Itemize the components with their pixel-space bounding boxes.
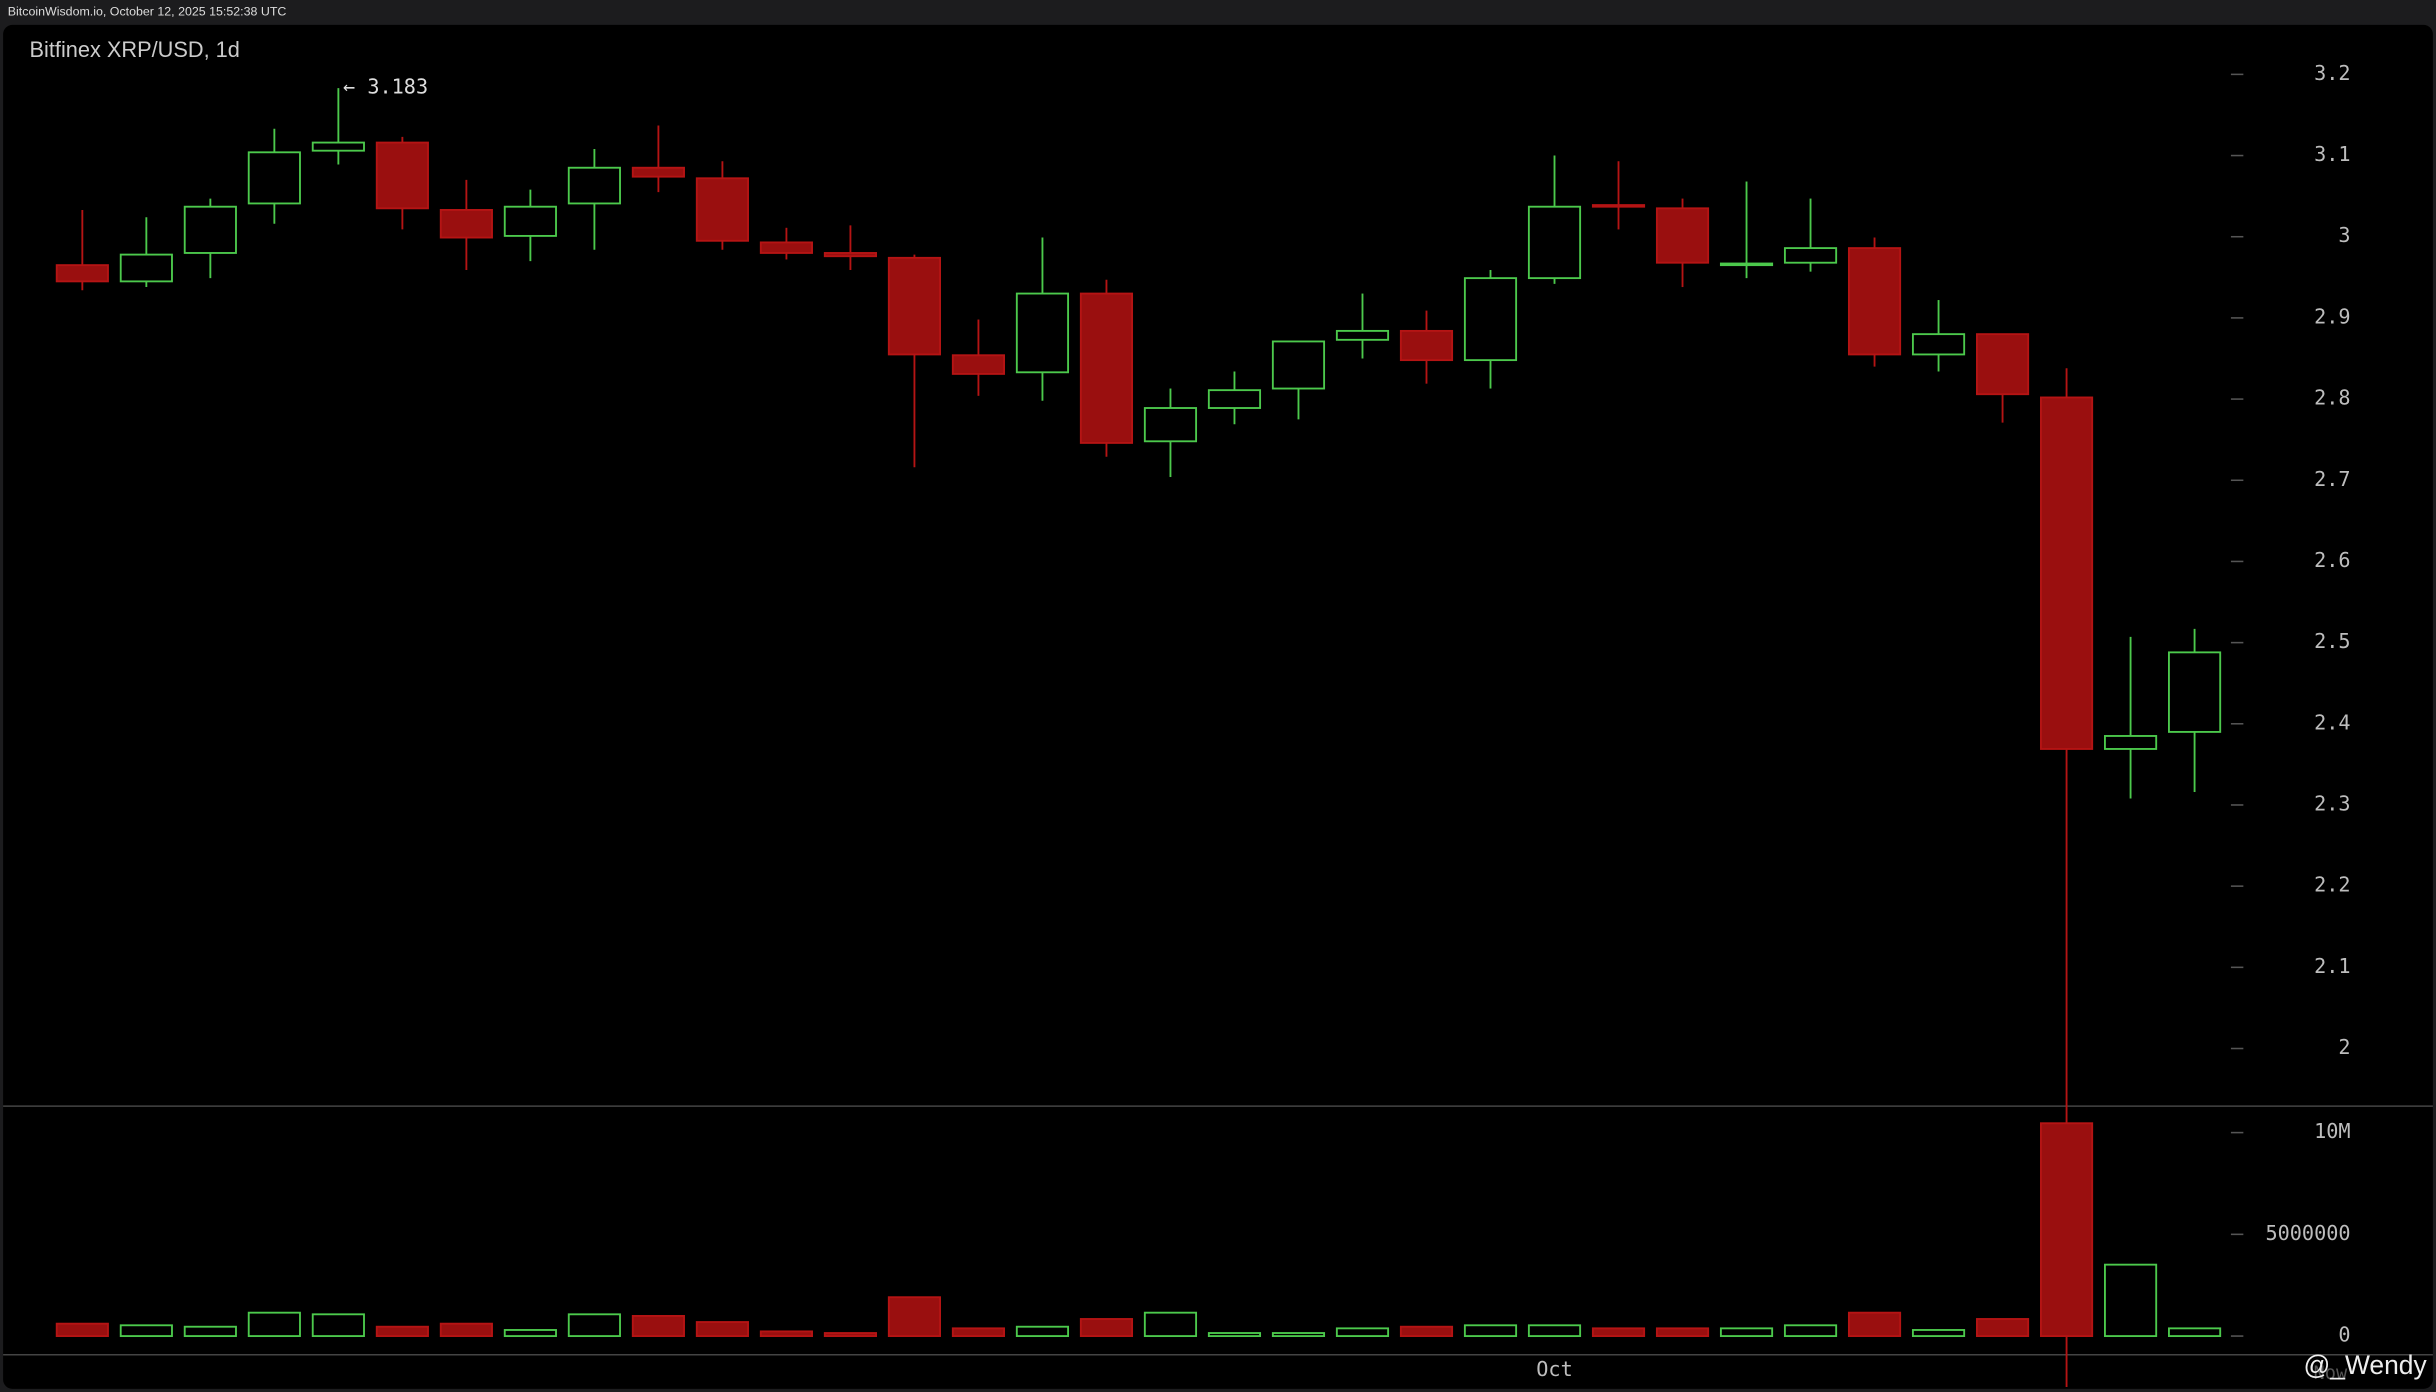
candle-body: [1271, 340, 1326, 390]
volume-bar: [1527, 1324, 1582, 1338]
candle-body: [183, 205, 237, 254]
candle-body: [1399, 329, 1454, 362]
candle-body: [695, 177, 749, 242]
volume-bar: [631, 1314, 685, 1338]
candle-body: [1847, 247, 1902, 356]
y-tick-label: 3.1: [2314, 142, 2350, 166]
candle-body: [1079, 292, 1134, 444]
watermark: @_Wendy: [2303, 1350, 2427, 1380]
volume-tick-label: 0: [2338, 1323, 2350, 1347]
candle-body: [631, 166, 685, 178]
volume-bar: [375, 1325, 429, 1338]
candle-body: [1335, 329, 1390, 341]
candle-body: [375, 141, 429, 210]
candle-body: [55, 264, 109, 283]
y-tick-label: 2.4: [2314, 710, 2350, 734]
candle-body: [2104, 735, 2158, 750]
y-tick-label: 2.9: [2314, 304, 2350, 328]
candle-body: [2039, 396, 2094, 750]
candle-body: [887, 256, 941, 356]
candle-body: [951, 354, 1006, 375]
volume-bar: [503, 1329, 557, 1338]
marks: 2 2.1 2.2 2.3 2.4 2.5 2.6 2.7 2.8 2.9 3 3.1 3.2 0 5000…: [55, 61, 2427, 1388]
volume-bar: [2039, 1122, 2094, 1338]
candle-body: [247, 151, 301, 205]
candle-body: [823, 252, 877, 258]
volume-bar: [1207, 1332, 1262, 1338]
volume-bar: [759, 1330, 813, 1338]
volume-bar: [887, 1296, 941, 1338]
candle-body: [759, 241, 813, 254]
candle-body: [503, 205, 557, 237]
candle-body: [1591, 204, 1646, 208]
volume-bar: [2168, 1327, 2222, 1338]
y-tick-label: 2.2: [2314, 873, 2350, 897]
volume-bar: [1143, 1311, 1198, 1338]
volume-bar: [1335, 1327, 1390, 1338]
volume-bar: [311, 1313, 365, 1338]
candle-body: [1463, 277, 1518, 362]
volume-bar: [247, 1311, 301, 1338]
plot-area: [3, 24, 2433, 1389]
volume-bar: [823, 1332, 877, 1338]
volume-tick-label: 10M: [2314, 1119, 2350, 1143]
candle-body: [1975, 333, 2030, 396]
candle-body: [1527, 205, 1582, 280]
candle-body: [1143, 407, 1198, 443]
y-tick-label: 2.1: [2314, 954, 2350, 978]
y-tick-label: 2.6: [2314, 548, 2350, 572]
volume-bar: [1655, 1327, 1710, 1338]
y-tick-label: 2.3: [2314, 791, 2350, 815]
volume-bar: [1911, 1329, 1966, 1338]
chart-title: Bitfinex XRP/USD, 1d: [30, 37, 240, 62]
volume-bar: [119, 1324, 173, 1338]
candle-body: [1911, 333, 1966, 356]
volume-bar: [1463, 1324, 1518, 1338]
y-tick-label: 2.7: [2314, 467, 2350, 491]
candle-body: [1655, 207, 1710, 264]
candle-body: [311, 141, 365, 152]
volume-bar: [695, 1321, 749, 1338]
volume-bar: [951, 1327, 1006, 1338]
volume-bar: [1079, 1318, 1134, 1338]
volume-bar: [1975, 1318, 2030, 1338]
candle-body: [2168, 651, 2222, 733]
volume-bar: [1015, 1325, 1070, 1338]
candle-body: [1719, 262, 1774, 267]
candle-body: [1207, 389, 1262, 409]
header: BitcoinWisdom.io, October 12, 2025 15:52…: [8, 5, 287, 19]
y-tick-label: 3.2: [2314, 61, 2350, 85]
volume-bar: [2104, 1263, 2158, 1338]
volume-bar: [1847, 1311, 1902, 1338]
volume-bar: [567, 1313, 621, 1338]
candle-body: [119, 253, 173, 283]
volume-tick-label: 5000000: [2265, 1221, 2350, 1245]
volume-bar: [183, 1325, 237, 1338]
candle-body: [567, 166, 621, 205]
volume-bar: [1591, 1327, 1646, 1338]
volume-bar: [1399, 1325, 1454, 1338]
volume-bar: [1271, 1332, 1326, 1338]
y-tick-label: 3: [2338, 223, 2350, 247]
x-tick-label: Oct: [1536, 1357, 1572, 1381]
y-tick-label: 2: [2338, 1035, 2350, 1059]
candle-body: [1015, 292, 1070, 374]
volume-bar: [1719, 1327, 1774, 1338]
volume-bar: [439, 1322, 493, 1338]
volume-bar: [1783, 1324, 1838, 1338]
y-tick-label: 2.8: [2314, 386, 2350, 410]
volume-bar: [55, 1322, 109, 1338]
x-end-label: Now: [2314, 1363, 2348, 1384]
y-tick-label: 2.5: [2314, 629, 2350, 653]
max-annotation: ← 3.183: [343, 75, 428, 99]
candle-body: [439, 209, 493, 239]
candle-body: [1783, 247, 1838, 264]
